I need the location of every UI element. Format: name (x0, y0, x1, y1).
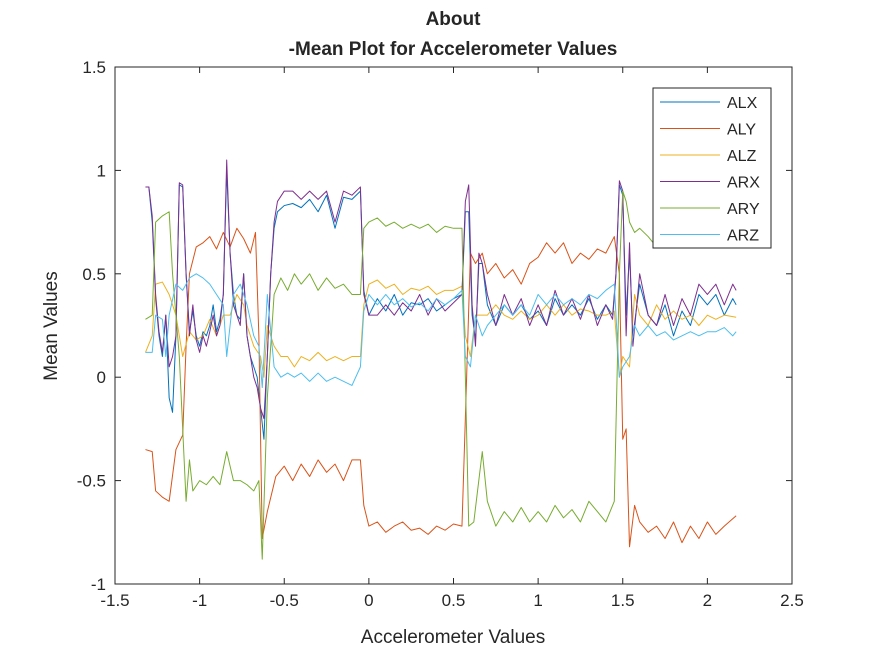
x-axis-label: Accelerometer Values (361, 627, 545, 648)
legend-entry-alz: ALZ (660, 148, 757, 165)
legend: ALX ALY ALZ ARX ARY ARZ (652, 87, 772, 249)
series-line-aly (145, 227, 737, 548)
series-layer (144, 159, 737, 560)
x-tick-label: 1 (533, 591, 542, 610)
chart-title: About (426, 9, 482, 30)
legend-entry-arz: ARZ (660, 228, 759, 245)
x-tick-label: 2.5 (780, 591, 804, 610)
x-tick-label: 2 (703, 591, 712, 610)
y-tick-label: 0.5 (82, 265, 106, 284)
legend-label: ARZ (727, 228, 759, 245)
y-tick-label: 1 (97, 161, 106, 180)
series-line-arz (145, 273, 737, 389)
legend-label: ALX (727, 95, 758, 112)
legend-label: ALZ (727, 148, 757, 165)
x-tick-label: -0.5 (270, 591, 299, 610)
legend-entry-arx: ARX (660, 175, 760, 192)
x-tick-label: 0.5 (442, 591, 466, 610)
series-line-arx (145, 159, 737, 420)
y-tick-label: -0.5 (77, 472, 106, 491)
series-line-ary (145, 190, 654, 560)
y-tick-label: 0 (97, 368, 106, 387)
y-tick-label: -1 (91, 575, 106, 594)
y-axis-ticks: -1 -0.5 0 0.5 1 1.5 (77, 58, 792, 594)
x-tick-label: 0 (364, 591, 373, 610)
y-tick-label: 1.5 (82, 58, 106, 77)
series-line-alz (144, 279, 737, 378)
y-axis-label: Mean Values (41, 271, 62, 381)
legend-box (652, 87, 772, 249)
legend-entry-aly: ALY (660, 122, 756, 139)
x-tick-label: -1.5 (100, 591, 129, 610)
legend-entry-alx: ALX (660, 95, 758, 112)
x-tick-label: 1.5 (611, 591, 635, 610)
chart-subtitle: -Mean Plot for Accelerometer Values (289, 39, 618, 60)
legend-entries: ALX ALY ALZ ARX ARY ARZ (660, 95, 760, 245)
x-axis-ticks: -1.5 -1 -0.5 0 0.5 1 1.5 2 2.5 (100, 67, 804, 610)
legend-label: ALY (727, 122, 756, 139)
legend-entry-ary: ARY (660, 201, 760, 218)
legend-label: ARY (727, 201, 760, 218)
legend-label: ARX (727, 175, 760, 192)
x-tick-label: -1 (192, 591, 207, 610)
